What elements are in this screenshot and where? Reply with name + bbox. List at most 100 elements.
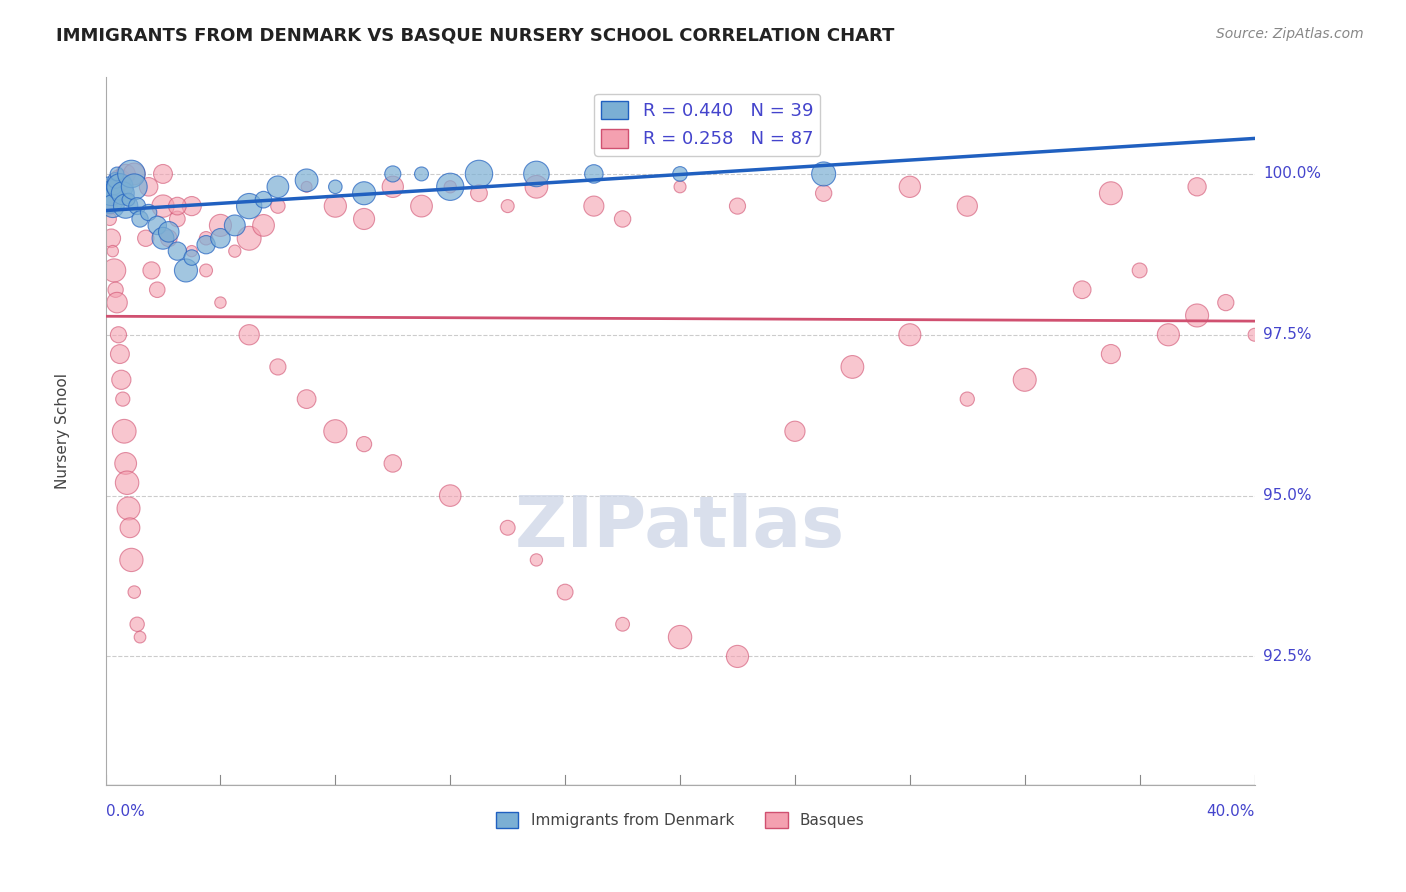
Point (166, 244, 188, 259)
Text: 97.5%: 97.5% (1263, 327, 1312, 343)
Point (496, 521, 519, 535)
Point (898, 179, 921, 194)
Point (295, 179, 318, 194)
Point (252, 193, 274, 207)
Point (105, 295, 128, 310)
Point (582, 199, 605, 213)
Point (103, 263, 125, 277)
Point (141, 263, 163, 277)
Point (1099, 347, 1122, 361)
Point (157, 225, 180, 239)
Point (496, 199, 519, 213)
Point (97, 199, 120, 213)
Point (152, 231, 174, 245)
Point (526, 167, 548, 181)
Point (108, 173, 131, 187)
Point (252, 219, 274, 233)
Point (117, 193, 139, 207)
Point (439, 179, 461, 194)
Point (1099, 186, 1122, 201)
Point (325, 424, 347, 438)
Point (97, 179, 120, 194)
Point (956, 199, 979, 213)
Point (100, 179, 122, 194)
Point (224, 244, 246, 259)
Point (166, 211, 188, 226)
Text: Nursery School: Nursery School (55, 373, 70, 490)
Point (841, 359, 863, 374)
Point (114, 167, 136, 181)
Point (669, 167, 692, 181)
Point (209, 295, 232, 310)
Point (120, 553, 142, 567)
Point (468, 167, 491, 181)
Point (114, 457, 136, 471)
Point (100, 231, 122, 245)
Point (554, 585, 576, 599)
Point (353, 186, 375, 201)
Point (381, 179, 404, 194)
Point (295, 173, 318, 187)
Point (439, 489, 461, 503)
Point (195, 237, 218, 252)
Point (112, 424, 135, 438)
Point (209, 219, 232, 233)
Point (813, 186, 835, 201)
Point (325, 179, 347, 194)
Point (157, 231, 180, 245)
Point (122, 179, 145, 194)
Point (1071, 283, 1094, 297)
Point (267, 199, 290, 213)
Point (1157, 327, 1180, 342)
Point (224, 219, 246, 233)
Point (103, 179, 125, 194)
Point (295, 392, 318, 406)
Point (108, 347, 131, 361)
Point (727, 199, 749, 213)
Point (111, 392, 134, 406)
Point (783, 424, 806, 438)
Point (1129, 263, 1152, 277)
Point (110, 373, 132, 387)
Point (1243, 327, 1265, 342)
Point (267, 359, 290, 374)
Point (135, 231, 157, 245)
Point (122, 585, 145, 599)
Point (381, 457, 404, 471)
Point (238, 231, 260, 245)
Text: 95.0%: 95.0% (1263, 488, 1312, 503)
Point (1185, 179, 1208, 194)
Point (166, 199, 188, 213)
Point (107, 327, 129, 342)
Point (956, 392, 979, 406)
Point (101, 244, 124, 259)
Point (669, 630, 692, 644)
Text: Source: ZipAtlas.com: Source: ZipAtlas.com (1216, 27, 1364, 41)
Point (727, 649, 749, 664)
Point (129, 630, 152, 644)
Point (152, 167, 174, 181)
Point (195, 263, 218, 277)
Point (325, 199, 347, 213)
Point (669, 179, 692, 194)
Point (582, 167, 605, 181)
Point (612, 211, 634, 226)
Point (267, 179, 290, 194)
Point (118, 521, 141, 535)
Point (180, 244, 202, 259)
Point (1215, 295, 1237, 310)
Point (104, 283, 127, 297)
Point (138, 179, 160, 194)
Point (381, 167, 404, 181)
Point (411, 199, 433, 213)
Point (526, 553, 548, 567)
Point (180, 199, 202, 213)
Point (115, 475, 138, 490)
Point (129, 211, 152, 226)
Point (1014, 373, 1036, 387)
Point (353, 437, 375, 451)
Point (98, 193, 121, 207)
Legend: Immigrants from Denmark, Basques: Immigrants from Denmark, Basques (489, 805, 870, 834)
Point (146, 283, 169, 297)
Point (98, 211, 121, 226)
